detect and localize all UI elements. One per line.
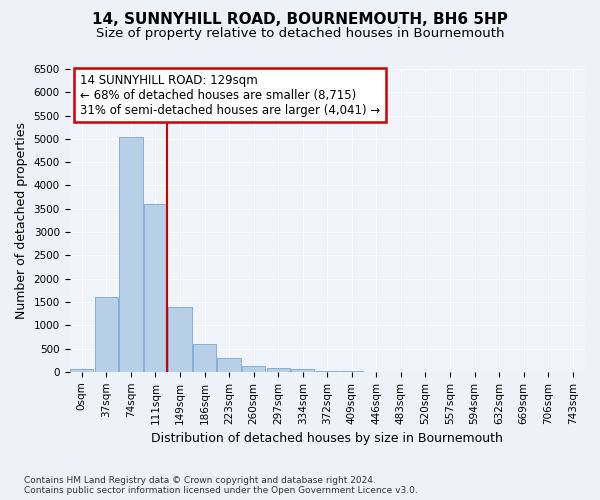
Text: 14 SUNNYHILL ROAD: 129sqm
← 68% of detached houses are smaller (8,715)
31% of se: 14 SUNNYHILL ROAD: 129sqm ← 68% of detac… bbox=[80, 74, 380, 116]
Bar bbox=[193, 344, 216, 372]
Bar bbox=[70, 370, 94, 372]
Bar bbox=[119, 136, 143, 372]
Bar bbox=[144, 204, 167, 372]
Text: 14, SUNNYHILL ROAD, BOURNEMOUTH, BH6 5HP: 14, SUNNYHILL ROAD, BOURNEMOUTH, BH6 5HP bbox=[92, 12, 508, 28]
Bar bbox=[291, 370, 314, 372]
Bar bbox=[316, 371, 339, 372]
Bar bbox=[242, 366, 265, 372]
Text: Contains HM Land Registry data © Crown copyright and database right 2024.
Contai: Contains HM Land Registry data © Crown c… bbox=[24, 476, 418, 495]
Bar bbox=[95, 298, 118, 372]
Y-axis label: Number of detached properties: Number of detached properties bbox=[15, 122, 28, 319]
Bar bbox=[169, 306, 191, 372]
Bar bbox=[266, 368, 290, 372]
X-axis label: Distribution of detached houses by size in Bournemouth: Distribution of detached houses by size … bbox=[151, 432, 503, 445]
Bar bbox=[217, 358, 241, 372]
Text: Size of property relative to detached houses in Bournemouth: Size of property relative to detached ho… bbox=[96, 28, 504, 40]
